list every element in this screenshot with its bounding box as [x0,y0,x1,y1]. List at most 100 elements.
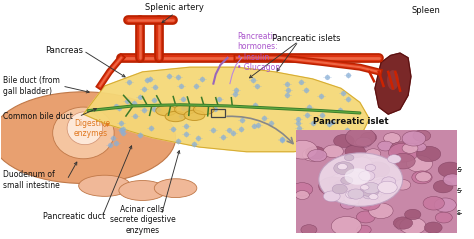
Text: Digestive
enzymes: Digestive enzymes [74,119,110,138]
Circle shape [337,163,347,170]
Circle shape [389,143,418,162]
Circle shape [0,92,175,184]
Text: Pancreatic islet: Pancreatic islet [313,117,388,126]
Ellipse shape [387,70,399,90]
Ellipse shape [53,107,114,159]
Circle shape [329,174,354,190]
Circle shape [390,142,412,156]
Circle shape [319,177,348,196]
Ellipse shape [155,179,197,197]
Circle shape [393,217,412,229]
Circle shape [295,190,310,200]
Circle shape [395,219,414,231]
Circle shape [394,179,410,190]
Circle shape [407,156,432,172]
Circle shape [417,146,441,162]
Circle shape [365,164,375,171]
Circle shape [402,131,426,146]
Text: Pancreatic
hormones:
• Insulin
• Glucagon: Pancreatic hormones: • Insulin • Glucago… [237,32,280,72]
Circle shape [365,162,390,178]
Circle shape [348,178,367,190]
Circle shape [348,189,364,199]
Circle shape [359,171,375,181]
Circle shape [345,155,354,161]
Circle shape [413,130,431,141]
Circle shape [371,178,396,195]
Text: Beta cells: Beta cells [424,186,462,195]
Circle shape [424,222,442,233]
Text: Pancreatic islets: Pancreatic islets [273,34,341,43]
Circle shape [306,146,326,159]
Circle shape [301,225,317,235]
Polygon shape [375,53,411,114]
Circle shape [362,183,380,194]
Circle shape [413,143,426,152]
Bar [211,109,225,116]
Circle shape [302,148,323,161]
Circle shape [367,177,393,194]
Circle shape [193,104,214,115]
Circle shape [378,181,397,194]
Circle shape [346,190,358,199]
Ellipse shape [79,175,131,196]
Text: Acinar cells
secrete digestive
enzymes: Acinar cells secrete digestive enzymes [109,205,175,235]
Ellipse shape [67,112,102,145]
Circle shape [378,141,393,151]
Circle shape [443,174,462,186]
Circle shape [356,225,371,234]
Text: Alpha cells: Alpha cells [420,165,462,174]
Circle shape [331,217,362,236]
Text: Spleen: Spleen [412,6,441,15]
Circle shape [344,193,362,204]
Circle shape [363,192,374,199]
Circle shape [323,191,340,202]
Circle shape [402,143,418,153]
Circle shape [369,203,393,218]
Circle shape [412,171,432,184]
Circle shape [288,140,318,159]
Circle shape [438,162,462,177]
Circle shape [174,104,195,115]
Ellipse shape [119,180,166,201]
Circle shape [361,132,377,142]
Circle shape [400,217,426,234]
Circle shape [435,212,452,223]
Text: Exocrine acinus: Exocrine acinus [401,208,462,217]
Circle shape [340,200,355,209]
Circle shape [382,177,396,186]
Circle shape [165,111,186,122]
Circle shape [383,133,401,144]
Circle shape [156,105,176,116]
Text: Splenic artery: Splenic artery [145,3,204,12]
Circle shape [433,180,453,193]
Circle shape [358,196,380,210]
Circle shape [434,198,456,212]
Circle shape [345,168,370,185]
Circle shape [348,157,373,173]
Circle shape [334,134,354,147]
Circle shape [369,194,378,200]
Circle shape [388,155,401,163]
Text: Common bile duct: Common bile duct [3,112,73,121]
Circle shape [391,153,415,169]
Circle shape [361,185,369,190]
Circle shape [360,185,383,200]
Circle shape [416,172,431,182]
Circle shape [333,180,353,192]
Circle shape [292,183,313,196]
Circle shape [334,162,354,175]
Circle shape [356,137,372,147]
Circle shape [308,149,327,162]
Circle shape [341,177,353,184]
Text: Pancreatic duct: Pancreatic duct [43,212,106,221]
Circle shape [345,145,365,158]
Circle shape [332,184,347,194]
Text: Pancreas: Pancreas [46,46,83,55]
Circle shape [356,211,375,223]
Polygon shape [83,67,369,152]
Circle shape [184,110,205,120]
Circle shape [423,196,445,210]
Text: Duodenum of
small intestine: Duodenum of small intestine [3,170,60,190]
Circle shape [405,209,421,220]
Circle shape [360,185,379,196]
